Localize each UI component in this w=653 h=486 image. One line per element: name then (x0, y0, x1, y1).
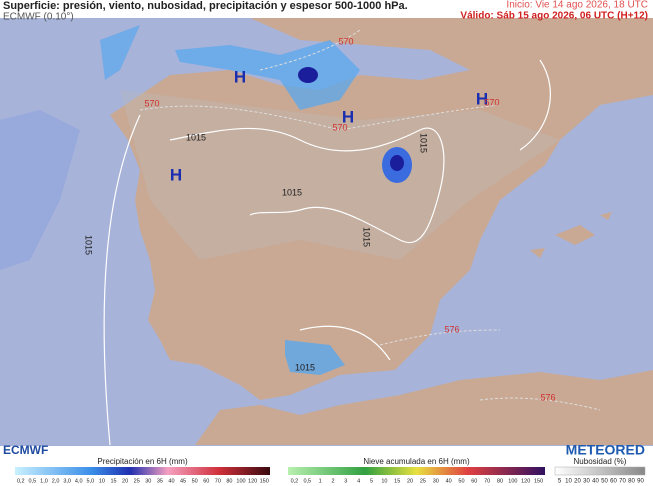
legend-tick: 50 (458, 478, 464, 484)
valid-time: Válido: Sáb 15 ago 2026, 06 UTC (H+12) (460, 11, 648, 22)
thickness-label: 570 (332, 122, 347, 132)
isobar-label: 1015 (282, 187, 302, 197)
model: ECMWF (0.10°) (3, 12, 74, 23)
legend-tick: 90 (637, 479, 644, 485)
isobar-label: 1015 (295, 362, 315, 372)
legend-tick: 25 (420, 478, 426, 484)
logo-ecmwf: ECMWF (3, 443, 48, 457)
legend-tick: 120 (521, 478, 530, 484)
legend-tick: 10 (381, 478, 387, 484)
cloud-cover (120, 90, 560, 260)
thickness-label: 570 (144, 98, 159, 108)
precip-area (285, 340, 345, 375)
isobar-label: 1015 (362, 227, 372, 247)
legend-tick: 3,0 (63, 478, 71, 484)
legend-tick: 0,2 (17, 478, 25, 484)
legend-tick: 30 (145, 478, 151, 484)
legend-tick: 70 (619, 479, 626, 485)
legend-tick: 15 (394, 478, 400, 484)
legend-tick: 5,0 (87, 478, 95, 484)
legend-tick: 60 (203, 478, 209, 484)
legend-tick: 35 (157, 478, 163, 484)
legend-tick: 100 (236, 478, 245, 484)
legend-tick: 150 (260, 478, 269, 484)
legend-tick: 30 (583, 479, 590, 485)
legend-tick: 10 (99, 478, 105, 484)
legend-tick: 5 (558, 479, 562, 485)
africa-land (195, 370, 653, 445)
legend-tick: 120 (248, 478, 257, 484)
precip-area (175, 40, 360, 110)
legend-tick: 2 (331, 478, 334, 484)
legend-tick: 40 (592, 479, 599, 485)
isobars (103, 59, 551, 446)
legend-tick: 20 (122, 478, 128, 484)
legend-tick: 4,0 (75, 478, 83, 484)
legend-tick: 1,0 (40, 478, 48, 484)
legend-tick: 80 (628, 479, 635, 485)
isobar-label: 1015 (419, 133, 429, 153)
legend-tick: 4 (357, 478, 360, 484)
thickness-label: 570 (484, 97, 499, 107)
thickness-label: 576 (444, 324, 459, 334)
precip-area (100, 25, 140, 80)
legend-tick: 1 (319, 478, 322, 484)
legend-tick: 60 (610, 479, 617, 485)
title: Superficie: presión, viento, nubosidad, … (3, 0, 408, 12)
legend-bar (288, 467, 545, 475)
legend-tick: 30 (433, 478, 439, 484)
legend-tick: 0,5 (29, 478, 37, 484)
legend-tick: 80 (226, 478, 232, 484)
precip-area (0, 110, 80, 270)
legend-tick: 60 (471, 478, 477, 484)
legend-tick: 3 (344, 478, 347, 484)
legend-tick: 150 (534, 478, 543, 484)
legend-tick: 20 (407, 478, 413, 484)
thickness-label: 576 (540, 392, 555, 402)
pressure-high: H (476, 89, 488, 108)
iberia-land (110, 18, 653, 400)
legend-tick: 50 (601, 479, 608, 485)
legend-tick: 50 (192, 478, 198, 484)
legend-bar (15, 467, 270, 475)
isobar-label: 1015 (186, 132, 206, 142)
legend-tick: 100 (508, 478, 517, 484)
legend-tick: 40 (168, 478, 174, 484)
legend-tick: 25 (134, 478, 140, 484)
legend-title: Nubosidad (%) (574, 457, 627, 466)
pressure-high: H (170, 165, 182, 184)
legend-tick: 15 (110, 478, 116, 484)
legend-tick: 10 (565, 479, 572, 485)
thickness-label: 570 (338, 36, 353, 46)
legend-tick: 2,0 (52, 478, 60, 484)
thickness-lines (139, 29, 601, 411)
legend-tick: 70 (215, 478, 221, 484)
isobar-label: 1015 (84, 235, 94, 255)
legend-tick: 20 (574, 479, 581, 485)
balearic-islands (530, 212, 612, 258)
logo-meteored: METEORED (566, 442, 645, 458)
legend-bar (554, 466, 646, 476)
legend-tick: 5 (370, 478, 373, 484)
legend-tick: 80 (497, 478, 503, 484)
legend-title: Precipitación en 6H (mm) (97, 457, 188, 466)
legend-tick: 45 (180, 478, 186, 484)
legend-title: Nieve acumulada en 6H (mm) (363, 457, 470, 466)
precip-core (390, 155, 404, 171)
pressure-high: H (342, 107, 354, 126)
init-time: Inicio: Vie 14 ago 2026, 18 UTC (506, 0, 648, 11)
legend-tick: 0,2 (291, 478, 299, 484)
legend-tick: 0,5 (303, 478, 311, 484)
header-bar (0, 0, 653, 18)
precip-core (298, 67, 318, 83)
legend-tick: 40 (446, 478, 452, 484)
legend-tick: 70 (484, 478, 490, 484)
pressure-high: H (234, 67, 246, 86)
